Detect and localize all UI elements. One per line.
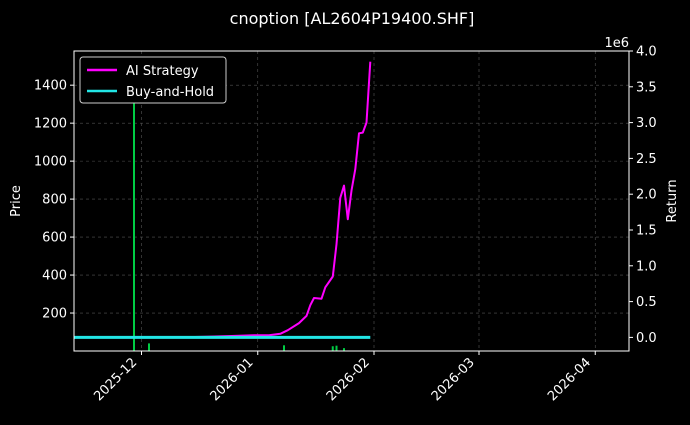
y-tick-label: 400 [42, 269, 67, 284]
y2-tick-label: 2.0 [636, 188, 657, 203]
chart-title: cnoption [AL2604P19400.SHF] [230, 9, 475, 28]
y-tick-label: 1200 [34, 117, 67, 132]
legend: AI Strategy Buy-and-Hold [79, 56, 227, 104]
y-tick-label: 200 [42, 307, 67, 322]
y2-tick-label: 0.5 [636, 295, 657, 310]
y2-tick-label: 3.5 [636, 80, 657, 95]
y2-tick-label: 4.0 [636, 45, 657, 60]
y-tick-label: 600 [42, 231, 67, 246]
y-tick-label: 1400 [34, 79, 67, 94]
y2-tick-label: 0.0 [636, 331, 657, 346]
y2-scale-label: 1e6 [604, 36, 629, 51]
bars-layer [133, 62, 345, 352]
volume-bar [133, 62, 135, 352]
volume-bar [331, 346, 334, 351]
plot-frame [73, 50, 630, 352]
lines-layer [74, 61, 372, 339]
volume-bar [335, 345, 338, 351]
volume-bar [283, 345, 285, 351]
y-tick-label: 800 [42, 193, 67, 208]
y2-tick-label: 3.0 [636, 116, 657, 131]
legend-label-buy-and-hold: Buy-and-Hold [126, 85, 214, 100]
volume-bar [343, 348, 345, 351]
legend-label-ai-strategy: AI Strategy [126, 64, 199, 79]
y2-tick-label: 1.0 [636, 259, 657, 274]
y2-axis-label: Return [665, 179, 680, 222]
y-axis-label: Price [9, 185, 24, 217]
y2-tick-label: 2.5 [636, 152, 657, 167]
y-tick-label: 1000 [34, 155, 67, 170]
y2-tick-label: 1.5 [636, 223, 657, 238]
volume-bar [148, 343, 150, 351]
